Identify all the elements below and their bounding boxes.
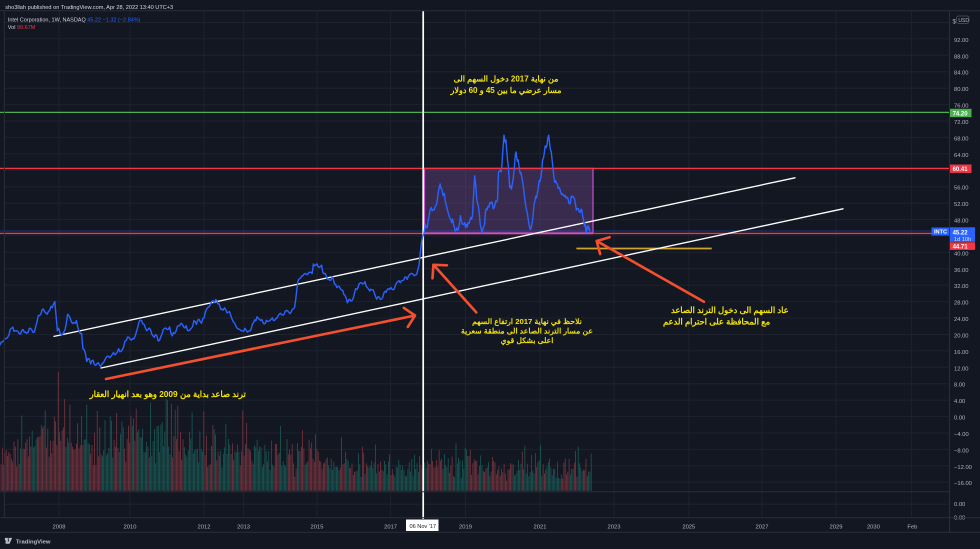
svg-text:Feb: Feb: [907, 524, 917, 530]
svg-text:60.41: 60.41: [953, 167, 969, 173]
svg-text:ترند صاعد بداية من 2009 وهو بع: ترند صاعد بداية من 2009 وهو بعد انهيار ا…: [89, 389, 247, 400]
svg-text:−16.00: −16.00: [954, 481, 972, 487]
svg-text:0.00: 0.00: [954, 516, 965, 522]
svg-text:56.00: 56.00: [954, 186, 969, 192]
svg-text:92.00: 92.00: [954, 38, 969, 44]
svg-text:24.00: 24.00: [954, 317, 969, 323]
svg-text:sho3llah published on TradingV: sho3llah published on TradingView.com, A…: [5, 5, 173, 11]
svg-text:52.00: 52.00: [954, 202, 969, 208]
svg-text:68.00: 68.00: [954, 136, 969, 142]
svg-text:2012: 2012: [198, 524, 211, 530]
svg-text:2021: 2021: [534, 524, 547, 530]
svg-text:TradingView: TradingView: [16, 539, 51, 545]
svg-text:2008: 2008: [53, 524, 66, 530]
svg-text:64.00: 64.00: [954, 153, 969, 159]
svg-text:Vol 99.67M: Vol 99.67M: [8, 25, 36, 31]
svg-text:48.00: 48.00: [954, 219, 969, 225]
svg-text:32.00: 32.00: [954, 284, 969, 290]
svg-text:2030: 2030: [867, 524, 880, 530]
svg-text:2025: 2025: [682, 524, 695, 530]
svg-text:4.00: 4.00: [954, 399, 965, 405]
svg-text:−8.00: −8.00: [954, 448, 969, 454]
svg-text:2027: 2027: [756, 524, 769, 530]
svg-text:2010: 2010: [124, 524, 137, 530]
svg-text:عاد السهم الى دخول الترند الصا: عاد السهم الى دخول الترند الصاعد مع المحا…: [663, 305, 789, 328]
svg-text:USD: USD: [958, 18, 969, 24]
svg-text:45.22: 45.22: [953, 230, 969, 236]
svg-text:72.00: 72.00: [954, 120, 969, 126]
svg-text:40.00: 40.00: [954, 251, 969, 257]
svg-text:06 Nov '17: 06 Nov '17: [410, 524, 437, 530]
svg-text:$: $: [953, 20, 957, 26]
svg-text:نلاحظ في نهاية 2017 ارتفاع الس: نلاحظ في نهاية 2017 ارتفاع السهم عن مسار …: [461, 317, 593, 346]
svg-text:INTC: INTC: [934, 230, 947, 236]
svg-text:−12.00: −12.00: [954, 465, 972, 471]
svg-text:16.00: 16.00: [954, 350, 969, 356]
svg-text:2029: 2029: [830, 524, 843, 530]
svg-text:36.00: 36.00: [954, 268, 969, 274]
svg-text:2013: 2013: [237, 524, 250, 530]
svg-text:−4.00: −4.00: [954, 432, 969, 438]
svg-text:8.00: 8.00: [954, 383, 965, 389]
svg-text:76.00: 76.00: [954, 104, 969, 110]
svg-text:74.20: 74.20: [953, 111, 969, 117]
svg-text:84.00: 84.00: [954, 71, 969, 77]
svg-text:80.00: 80.00: [954, 87, 969, 93]
svg-text:44.71: 44.71: [953, 244, 969, 250]
svg-text:0.00: 0.00: [954, 416, 965, 422]
svg-text:2017: 2017: [384, 524, 397, 530]
svg-text:Intel Corporation, 1W, NASDAQ: Intel Corporation, 1W, NASDAQ 45.22 −1.3…: [8, 17, 141, 23]
svg-text:28.00: 28.00: [954, 301, 969, 307]
svg-text:12.00: 12.00: [954, 366, 969, 372]
svg-text:1d 10h: 1d 10h: [954, 237, 971, 243]
svg-text:2019: 2019: [459, 524, 472, 530]
svg-text:88.00: 88.00: [954, 54, 969, 60]
svg-text:0.00: 0.00: [954, 502, 965, 508]
svg-text:2023: 2023: [608, 524, 621, 530]
svg-text:20.00: 20.00: [954, 334, 969, 340]
svg-text:2015: 2015: [311, 524, 324, 530]
